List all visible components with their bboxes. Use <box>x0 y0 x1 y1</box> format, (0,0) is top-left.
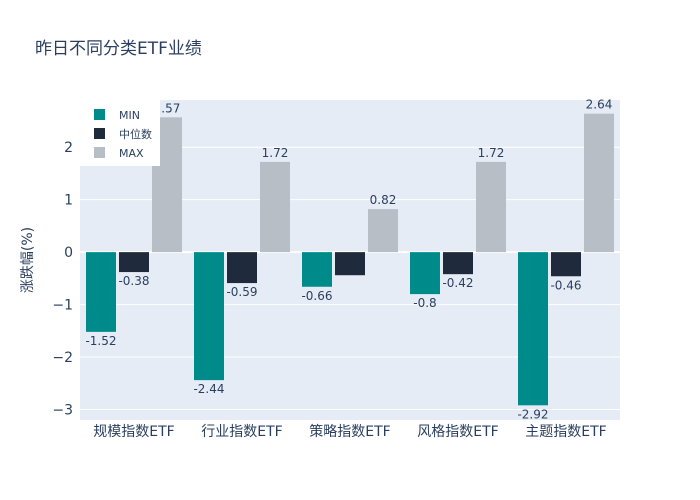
data-label: 1.72 <box>262 146 289 160</box>
bar <box>119 252 149 273</box>
bar <box>227 252 257 284</box>
data-label: -2.92 <box>517 407 548 421</box>
bar <box>368 209 398 253</box>
bar <box>584 113 614 253</box>
data-labels: -1.52 -0.38 2.57 -2.44 -0.59 1.72 -0.66 0.82 -0.… <box>85 98 612 422</box>
y-tick-label: 2 <box>64 140 73 156</box>
bar <box>302 252 332 287</box>
bar <box>551 252 581 277</box>
y-tick-label: −3 <box>52 403 73 419</box>
data-label: -0.46 <box>550 278 581 292</box>
bar <box>443 252 473 275</box>
y-tick-label: −1 <box>52 298 73 314</box>
bar <box>86 252 116 332</box>
legend-item[interactable]: MAX <box>119 147 144 160</box>
y-axis-ticks: −3 −2 −1 0 1 2 <box>52 140 73 418</box>
legend-box <box>80 100 160 166</box>
data-label: -0.66 <box>301 289 332 303</box>
data-label: -2.44 <box>193 382 224 396</box>
data-label: -0.59 <box>226 285 257 299</box>
legend[interactable]: MIN 中位数 MAX <box>80 100 160 166</box>
chart-title: 昨日不同分类ETF业绩 <box>35 39 202 59</box>
y-tick-label: −2 <box>52 350 73 366</box>
data-label: 1.72 <box>478 146 505 160</box>
legend-swatch <box>94 147 105 158</box>
data-label: -0.42 <box>442 276 473 290</box>
bar <box>518 252 548 406</box>
legend-swatch <box>94 128 105 139</box>
bar <box>335 252 365 276</box>
bar <box>260 161 290 253</box>
bars <box>86 113 614 406</box>
data-label: 0.82 <box>370 193 397 207</box>
legend-item[interactable]: MIN <box>119 109 140 122</box>
data-label: -0.8 <box>413 296 436 310</box>
x-tick-label: 策略指数ETF <box>309 423 390 440</box>
data-label: -1.52 <box>85 334 116 348</box>
x-tick-label: 行业指数ETF <box>201 424 282 440</box>
x-tick-label: 主题指数ETF <box>525 424 606 440</box>
bar <box>410 252 440 295</box>
legend-item[interactable]: 中位数 <box>119 127 152 141</box>
legend-swatch <box>94 109 105 120</box>
bar <box>476 161 506 253</box>
x-axis-ticks: 规模指数ETF 行业指数ETF 策略指数ETF 风格指数ETF 主题指数ETF <box>93 423 606 440</box>
data-label: -0.38 <box>118 274 149 288</box>
x-tick-label: 风格指数ETF <box>417 424 498 440</box>
y-axis-label: 涨跌幅(%) <box>20 227 36 293</box>
y-tick-label: 1 <box>64 193 73 209</box>
y-tick-label: 0 <box>64 245 73 261</box>
data-label: 2.64 <box>586 98 613 112</box>
data-label: 2.57 <box>154 101 181 115</box>
x-tick-label: 规模指数ETF <box>93 424 174 440</box>
bar <box>194 252 224 381</box>
